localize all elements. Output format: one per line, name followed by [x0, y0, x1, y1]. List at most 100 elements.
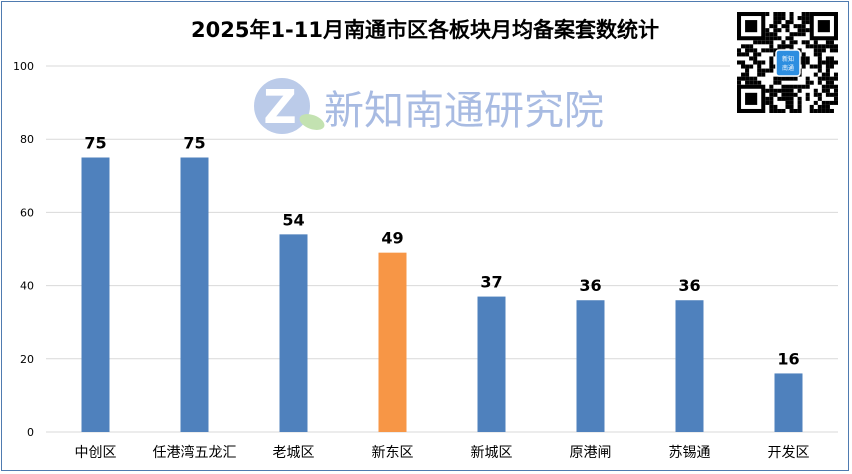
qr-module — [829, 80, 834, 85]
qr-module — [785, 104, 790, 109]
qr-module — [825, 108, 830, 113]
qr-module — [777, 88, 782, 93]
qr-module — [773, 80, 778, 85]
qr-module — [781, 16, 786, 21]
qr-module — [833, 60, 838, 65]
qr-module — [793, 108, 798, 113]
qr-module — [761, 60, 766, 65]
qr-module — [809, 44, 814, 49]
qr-module — [765, 36, 770, 41]
qr-module — [813, 108, 818, 113]
y-tick-label: 100 — [13, 60, 34, 73]
qr-module — [821, 100, 826, 105]
qr-module — [801, 20, 806, 25]
y-tick-label: 80 — [20, 133, 34, 146]
qr-module — [813, 100, 818, 105]
qr-module — [817, 52, 822, 57]
data-label: 37 — [480, 273, 502, 292]
qr-module — [761, 40, 766, 45]
qr-module — [805, 96, 810, 101]
qr-module — [817, 44, 822, 49]
qr-module — [801, 12, 806, 17]
qr-module — [817, 56, 822, 61]
qr-module — [801, 16, 806, 21]
qr-module — [781, 108, 786, 113]
qr-module — [757, 80, 762, 85]
qr-module — [829, 92, 834, 97]
qr-module — [737, 52, 742, 57]
qr-module — [737, 76, 742, 81]
qr-module — [745, 72, 750, 77]
qr-module — [789, 36, 794, 41]
qr-module — [813, 40, 818, 45]
qr-module — [797, 84, 802, 89]
qr-module — [825, 104, 830, 109]
qr-module — [769, 64, 774, 69]
y-tick-label: 60 — [20, 206, 34, 219]
qr-module — [781, 44, 786, 49]
data-label: 36 — [678, 276, 700, 295]
qr-module — [773, 48, 778, 53]
qr-module — [817, 104, 822, 109]
x-tick-label: 原港闸 — [570, 445, 612, 461]
qr-module — [769, 48, 774, 53]
qr-module — [769, 104, 774, 109]
qr-module — [825, 40, 830, 45]
qr-module — [749, 56, 754, 61]
qr-module — [793, 32, 798, 37]
qr-module — [789, 100, 794, 105]
qr-module — [817, 108, 822, 113]
qr-module — [825, 72, 830, 77]
qr-logo-label: 南通 — [782, 64, 794, 72]
qr-module — [781, 92, 786, 97]
qr-module — [765, 48, 770, 53]
qr-module — [757, 68, 762, 73]
qr-module — [805, 56, 810, 61]
qr-module — [773, 104, 778, 109]
qr-module — [829, 100, 834, 105]
bar — [576, 300, 605, 432]
qr-module — [773, 16, 778, 21]
y-tick-label: 40 — [20, 280, 34, 293]
qr-module — [829, 44, 834, 49]
qr-module — [805, 16, 810, 21]
qr-module — [753, 40, 758, 45]
qr-module — [801, 28, 806, 33]
qr-module — [821, 108, 826, 113]
qr-module — [769, 56, 774, 61]
qr-module — [813, 48, 818, 53]
qr-module — [745, 76, 750, 81]
qr-module — [825, 68, 830, 73]
qr-module — [829, 56, 834, 61]
qr-module — [745, 68, 750, 73]
qr-module — [801, 52, 806, 57]
qr-module — [801, 40, 806, 45]
qr-module — [749, 44, 754, 49]
qr-module — [825, 76, 830, 81]
qr-module — [753, 56, 758, 61]
qr-module — [789, 96, 794, 101]
qr-module — [801, 24, 806, 29]
qr-module — [821, 44, 826, 49]
data-label: 16 — [777, 349, 799, 368]
qr-module — [765, 96, 770, 101]
qr-module — [789, 12, 794, 17]
x-tick-label: 老城区 — [273, 445, 315, 461]
x-tick-label: 新城区 — [471, 445, 513, 461]
qr-module — [765, 40, 770, 45]
qr-module — [789, 76, 794, 81]
qr-module — [773, 12, 778, 17]
qr-module — [809, 104, 814, 109]
qr-module — [785, 88, 790, 93]
qr-module — [825, 60, 830, 65]
qr-module — [817, 80, 822, 85]
qr-module — [749, 64, 754, 69]
qr-module — [797, 24, 802, 29]
data-label: 36 — [579, 276, 601, 295]
watermark-logo-letter: Z — [263, 80, 296, 134]
bar — [81, 157, 110, 432]
qr-module — [781, 12, 786, 17]
qr-logo-label: 新知 — [782, 55, 794, 63]
qr-module — [749, 80, 754, 85]
qr-module — [797, 16, 802, 21]
